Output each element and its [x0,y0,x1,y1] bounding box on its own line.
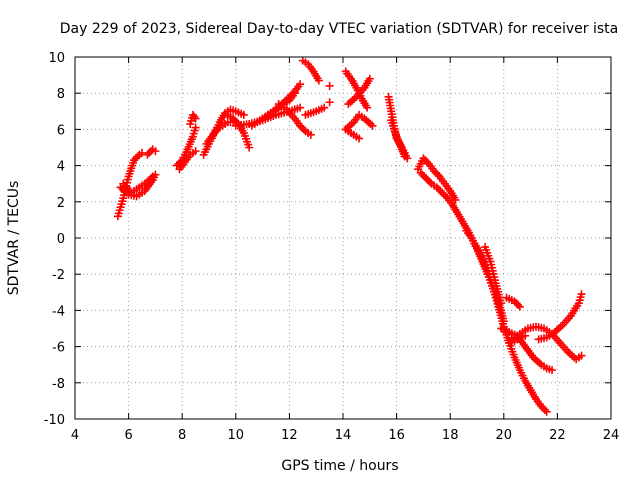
data-point [419,154,428,163]
x-axis-label: GPS time / hours [281,458,398,474]
data-point [422,157,431,166]
x-tick-label: 12 [281,428,298,443]
data-point [432,183,441,192]
data-point [441,192,450,201]
data-point [320,103,329,112]
data-point [368,121,377,130]
data-point [297,123,306,132]
data-point [438,188,447,197]
grid [75,57,611,419]
data-point [514,300,523,309]
data-point [355,134,364,143]
y-tick-label: 0 [57,232,65,247]
data-point [548,366,557,375]
data-point [296,121,305,130]
data-point [418,170,427,179]
data-point [430,167,439,176]
data-point [325,98,334,107]
x-tick-label: 10 [228,428,245,443]
data-point [577,290,586,299]
y-tick-label: 8 [57,87,65,102]
x-axis: 4 6 8 10 12 14 16 18 20 22 24 [71,57,619,443]
data-point [148,172,157,181]
data-point [143,177,152,186]
data-point [239,110,248,119]
data-points [113,56,586,416]
data-point [539,404,548,413]
data-point [425,177,434,186]
x-tick-label: 22 [549,428,566,443]
data-point [497,299,506,308]
data-point [420,172,429,181]
data-point [230,116,239,125]
data-point [146,174,155,183]
y-tick-label: 4 [57,160,65,175]
x-tick-label: 8 [178,428,186,443]
data-point [145,148,154,157]
x-tick-label: 4 [71,428,79,443]
data-point [296,80,305,89]
y-tick-label: -2 [52,268,65,283]
data-point [296,103,305,112]
y-tick-label: -8 [52,377,65,392]
data-point [521,331,530,340]
data-point [151,147,160,156]
x-tick-label: 18 [442,428,459,443]
data-point [421,156,430,165]
x-tick-label: 6 [124,428,132,443]
data-point [131,154,140,163]
data-point [299,125,308,134]
x-tick-label: 20 [496,428,513,443]
y-axis: -10 -8 -6 -4 -2 0 2 4 6 8 10 [44,51,611,428]
data-point [191,147,200,156]
data-point [143,150,152,159]
y-tick-label: -4 [52,304,65,319]
data-point [290,89,299,98]
data-point [365,74,374,83]
data-point [133,152,142,161]
data-point [433,170,442,179]
data-point [191,123,200,132]
data-point [138,148,146,157]
data-point [416,168,425,177]
chart-title: Day 229 of 2023, Sidereal Day-to-day VTE… [60,21,618,37]
y-tick-label: -6 [52,341,65,356]
data-point [542,407,551,416]
data-point [422,174,431,183]
data-point [363,103,372,112]
x-tick-label: 14 [335,428,352,443]
x-tick-label: 16 [388,428,405,443]
data-point [129,156,138,165]
data-point [400,152,409,161]
y-tick-label: 2 [57,196,65,211]
data-point [436,186,445,195]
data-point [512,299,521,308]
data-point [537,402,546,411]
data-point [145,176,154,185]
data-point [229,114,238,123]
y-tick-label: 6 [57,123,65,138]
data-point [325,81,334,90]
data-point [423,176,432,185]
y-axis-label: SDTVAR / TECUs [6,181,22,296]
data-point [540,405,549,414]
data-point [190,112,199,121]
data-point [431,168,440,177]
data-point [434,185,443,194]
data-point [191,114,200,123]
y-tick-label: 10 [48,51,65,66]
x-tick-label: 24 [603,428,620,443]
data-point [510,297,519,306]
data-point [306,130,315,139]
data-point [245,143,254,152]
data-point [314,76,323,85]
data-point [577,351,586,360]
data-point [515,302,524,311]
y-tick-label: -10 [44,413,65,428]
data-point [439,190,448,199]
